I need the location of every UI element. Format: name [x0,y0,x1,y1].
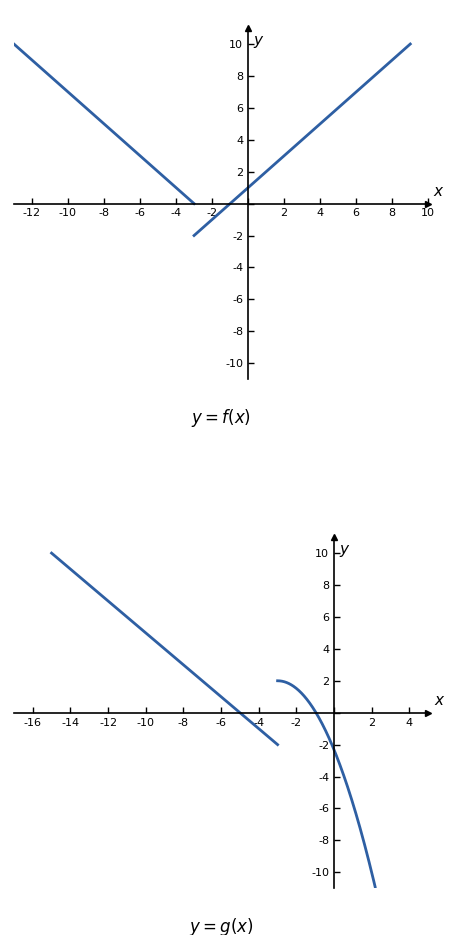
Text: x: x [433,184,442,199]
Text: $y = f(x)$: $y = f(x)$ [191,408,251,429]
Text: x: x [433,693,442,708]
Text: $y = g(x)$: $y = g(x)$ [188,916,253,935]
Text: y: y [339,542,348,557]
Text: y: y [253,33,262,48]
